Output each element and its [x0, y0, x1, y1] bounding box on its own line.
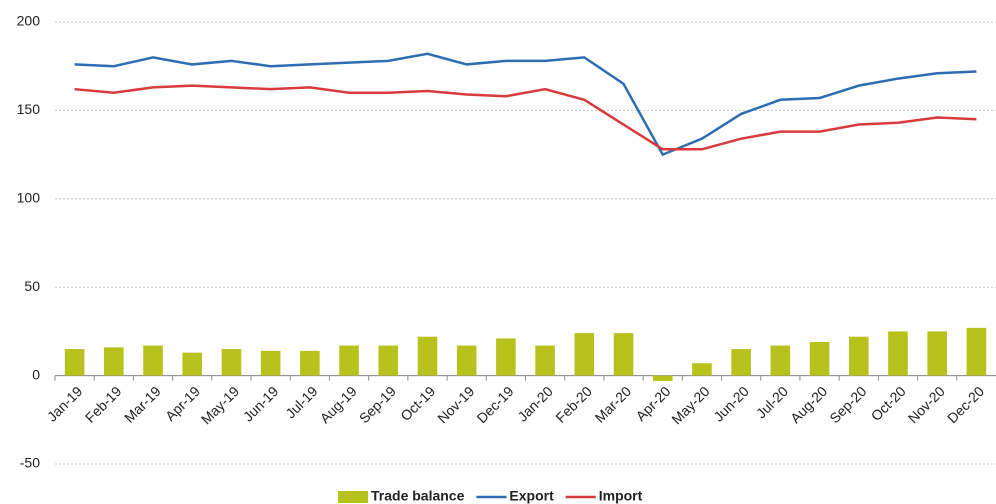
x-tick-label: Mar-20 — [592, 383, 635, 426]
bar — [927, 331, 947, 376]
bar — [417, 336, 438, 376]
y-tick-label: 150 — [17, 101, 41, 117]
line — [74, 52, 977, 157]
y-tick-label: 50 — [24, 278, 40, 294]
x-tick-label: Dec-19 — [473, 383, 516, 426]
legend-label: Trade balance — [371, 488, 465, 504]
x-tick-label: Apr-19 — [162, 383, 203, 424]
bar — [888, 331, 908, 376]
x-tick-label: Jun-19 — [240, 383, 282, 425]
bar — [143, 345, 163, 376]
bar — [574, 333, 595, 376]
legend-swatch — [338, 491, 368, 503]
x-tick-label: Aug-19 — [317, 383, 360, 426]
y-tick-label: 0 — [32, 366, 40, 382]
x-tick-label: May-20 — [668, 383, 712, 427]
bar — [848, 336, 869, 376]
x-tick-label: Jul-19 — [282, 383, 320, 421]
bar — [809, 342, 830, 376]
bar — [966, 327, 987, 376]
bar — [64, 349, 85, 376]
x-tick-label: Feb-20 — [552, 383, 595, 426]
bar — [692, 363, 712, 376]
bar — [260, 350, 281, 376]
x-tick-label: Dec-20 — [944, 383, 987, 426]
x-tick-label: Aug-20 — [787, 383, 830, 426]
x-tick-label: Sep-20 — [826, 383, 869, 426]
x-tick-label: May-19 — [198, 383, 242, 427]
bar — [770, 345, 791, 376]
x-tick-label: Oct-20 — [868, 383, 909, 424]
bar — [378, 345, 399, 376]
x-tick-label: Apr-20 — [632, 383, 673, 424]
x-tick-label: Feb-19 — [82, 383, 125, 426]
bar — [339, 345, 359, 376]
y-tick-label: -50 — [20, 455, 40, 471]
legend-label: Export — [509, 488, 554, 504]
x-tick-label: Nov-19 — [434, 383, 477, 426]
x-tick-label: Jun-20 — [710, 383, 752, 425]
bar — [456, 345, 477, 376]
bar — [731, 349, 751, 376]
bar — [613, 333, 634, 376]
x-tick-label: Jan-20 — [514, 383, 556, 425]
x-tick-label: Oct-19 — [397, 383, 438, 424]
x-tick-label: Mar-19 — [121, 383, 164, 426]
y-tick-label: 100 — [17, 190, 41, 206]
bar — [535, 345, 555, 376]
x-tick-label: Nov-20 — [905, 383, 948, 426]
line — [74, 84, 977, 151]
legend-label: Import — [599, 488, 643, 504]
bar — [652, 375, 673, 381]
y-tick-label: 200 — [17, 13, 41, 29]
bar — [221, 349, 242, 376]
x-tick-label: Sep-19 — [356, 383, 399, 426]
bar — [182, 352, 203, 376]
x-tick-label: Jan-19 — [44, 383, 86, 425]
x-tick-label: Jul-20 — [753, 383, 791, 421]
bar — [300, 350, 320, 376]
bar — [496, 338, 516, 376]
bar — [104, 347, 124, 376]
